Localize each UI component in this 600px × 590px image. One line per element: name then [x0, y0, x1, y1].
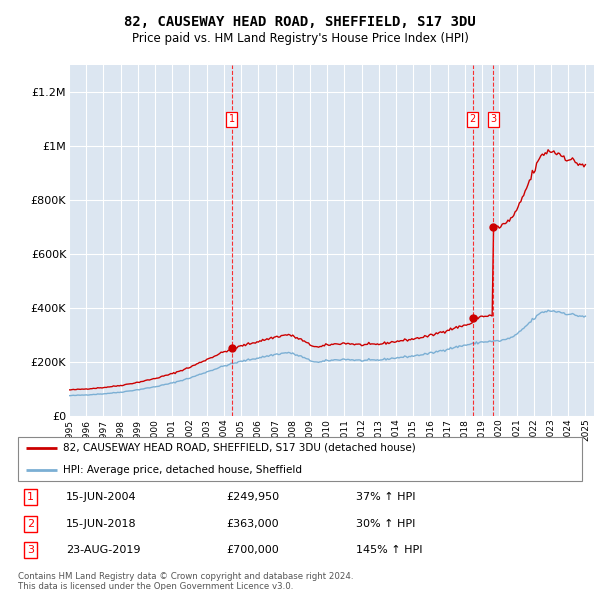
Text: HPI: Average price, detached house, Sheffield: HPI: Average price, detached house, Shef…: [63, 465, 302, 475]
Text: 82, CAUSEWAY HEAD ROAD, SHEFFIELD, S17 3DU (detached house): 82, CAUSEWAY HEAD ROAD, SHEFFIELD, S17 3…: [63, 442, 416, 453]
Text: 2: 2: [470, 114, 476, 124]
Text: 1: 1: [229, 114, 235, 124]
Text: 2: 2: [27, 519, 34, 529]
Text: 37% ↑ HPI: 37% ↑ HPI: [356, 492, 416, 502]
Text: 30% ↑ HPI: 30% ↑ HPI: [356, 519, 416, 529]
Text: 15-JUN-2004: 15-JUN-2004: [66, 492, 137, 502]
Text: £700,000: £700,000: [227, 545, 280, 555]
Text: 3: 3: [490, 114, 496, 124]
Text: Price paid vs. HM Land Registry's House Price Index (HPI): Price paid vs. HM Land Registry's House …: [131, 32, 469, 45]
Text: 145% ↑ HPI: 145% ↑ HPI: [356, 545, 423, 555]
Text: 1: 1: [27, 492, 34, 502]
Text: Contains HM Land Registry data © Crown copyright and database right 2024.: Contains HM Land Registry data © Crown c…: [18, 572, 353, 581]
Text: £249,950: £249,950: [227, 492, 280, 502]
Text: 23-AUG-2019: 23-AUG-2019: [66, 545, 140, 555]
Text: £363,000: £363,000: [227, 519, 280, 529]
Text: This data is licensed under the Open Government Licence v3.0.: This data is licensed under the Open Gov…: [18, 582, 293, 590]
Text: 15-JUN-2018: 15-JUN-2018: [66, 519, 137, 529]
FancyBboxPatch shape: [18, 437, 582, 481]
Text: 3: 3: [27, 545, 34, 555]
Text: 82, CAUSEWAY HEAD ROAD, SHEFFIELD, S17 3DU: 82, CAUSEWAY HEAD ROAD, SHEFFIELD, S17 3…: [124, 15, 476, 29]
